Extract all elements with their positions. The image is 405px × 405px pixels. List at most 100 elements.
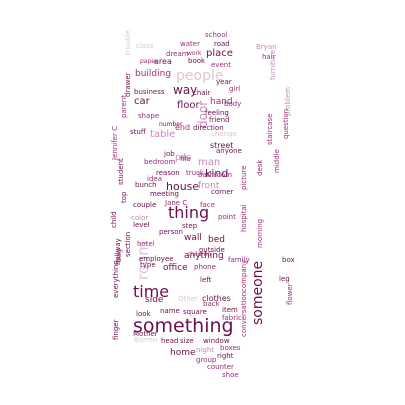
word-time: time [133, 282, 169, 301]
word-color: color [131, 214, 148, 222]
word-square: square [183, 308, 207, 316]
word-floor: floor [177, 100, 201, 111]
word-jane-c: Jane C [164, 199, 187, 207]
word-item: item [222, 306, 238, 314]
word-right: right [217, 352, 234, 360]
word-hair: hair [262, 53, 276, 61]
word-leg: leg [279, 275, 290, 283]
word-person: person [159, 228, 183, 236]
word-conversation: conversation [240, 292, 248, 337]
word-mother: Mother [133, 330, 158, 338]
word-phone: phone [194, 263, 216, 271]
word-other: Other [178, 295, 198, 303]
word-back: back [203, 300, 221, 308]
word-hallway: hallway [114, 238, 122, 265]
word-feeling: feeling [205, 109, 229, 117]
word-boxes: boxes [220, 344, 241, 352]
word-hand: hand [210, 97, 233, 107]
word-reason: reason [156, 169, 180, 177]
word-box: box [282, 256, 295, 264]
word-building: building [135, 69, 171, 79]
word-window: window [203, 337, 230, 345]
word-road: road [214, 40, 230, 48]
word-idea: idea [147, 175, 162, 183]
word-home: home [170, 348, 196, 358]
word-wall: wall [184, 233, 202, 243]
word-counter: counter [207, 363, 234, 371]
word-staircase: staircase [266, 114, 274, 145]
word-office: office [163, 263, 188, 273]
word-number: number [159, 121, 183, 128]
word-corner: corner [211, 188, 234, 196]
word-car: car [134, 96, 151, 107]
word-section: section [124, 232, 132, 257]
word-side: side [145, 295, 164, 305]
word-finger: finger [112, 319, 120, 340]
word-kind: kind [205, 167, 228, 180]
word-fabric: fabric [222, 314, 242, 322]
word-problem: problem [284, 87, 292, 116]
word-end: end [175, 123, 190, 132]
word-someone: someone [250, 261, 266, 325]
word-bedroom: bedroom [144, 158, 175, 166]
word-night: night [196, 346, 214, 354]
word-people: people [176, 68, 223, 84]
word-clothes: clothes [202, 294, 231, 303]
word-table: table [150, 129, 175, 140]
word-year: year [216, 78, 232, 86]
word-student: student [117, 158, 125, 185]
word-anyone: anyone [216, 147, 242, 155]
word-truck: truck [186, 169, 205, 177]
word-bed: bed [208, 235, 225, 245]
word-school: school [205, 31, 227, 39]
word-bryan: Bryan [256, 43, 277, 51]
word-stuff: stuff [130, 128, 146, 136]
word-change: change [211, 130, 237, 138]
word-way: way [173, 83, 197, 97]
word-work: work [187, 50, 202, 57]
word-water: water [180, 40, 200, 48]
word-outside: outside [199, 246, 225, 254]
word-friend: friend [209, 116, 229, 124]
word-bathroom: bathroom [198, 171, 232, 179]
word-head: head [161, 337, 178, 345]
word-level: level [133, 221, 150, 229]
word-meeting: meeting [150, 190, 179, 198]
word-something: something [133, 315, 234, 337]
word-pile: pile [175, 153, 192, 163]
word-couple: couple [133, 201, 156, 209]
word-group: group [196, 356, 217, 364]
word-type: type [140, 261, 156, 269]
word-thing: thing [168, 203, 209, 222]
word-picture: picture [240, 166, 248, 190]
word-girl: girl [229, 85, 240, 93]
word-job: job [163, 150, 175, 158]
word-bunch: bunch [135, 181, 157, 189]
word-top: top [120, 191, 128, 203]
word-place: place [206, 48, 233, 59]
word-street: street [210, 141, 233, 150]
word-room: room [134, 241, 152, 280]
word-hotel: hotel [137, 240, 155, 248]
word-direction: direction [193, 124, 224, 132]
word-jennifer-c: Jennifer C [111, 126, 119, 161]
word-area: area [154, 57, 172, 66]
word-flower: flower [286, 283, 294, 305]
word-child: child [110, 211, 118, 228]
word-left: left [200, 276, 212, 284]
word-face: face [200, 201, 215, 209]
word-business: business [134, 88, 165, 96]
word-middle: middle [273, 149, 281, 173]
word-employee: employee [139, 255, 174, 263]
word-house: house [166, 180, 199, 193]
word-bag: bag [115, 249, 123, 262]
word-door: door [196, 101, 210, 128]
word-shape: shape [138, 112, 159, 120]
word-family: family [228, 256, 250, 264]
word-chair: chair [193, 89, 211, 97]
word-barren: Barren [134, 336, 157, 344]
word-point: point [218, 213, 236, 221]
word-morning: morning [256, 219, 264, 248]
word-event: event [211, 61, 231, 69]
